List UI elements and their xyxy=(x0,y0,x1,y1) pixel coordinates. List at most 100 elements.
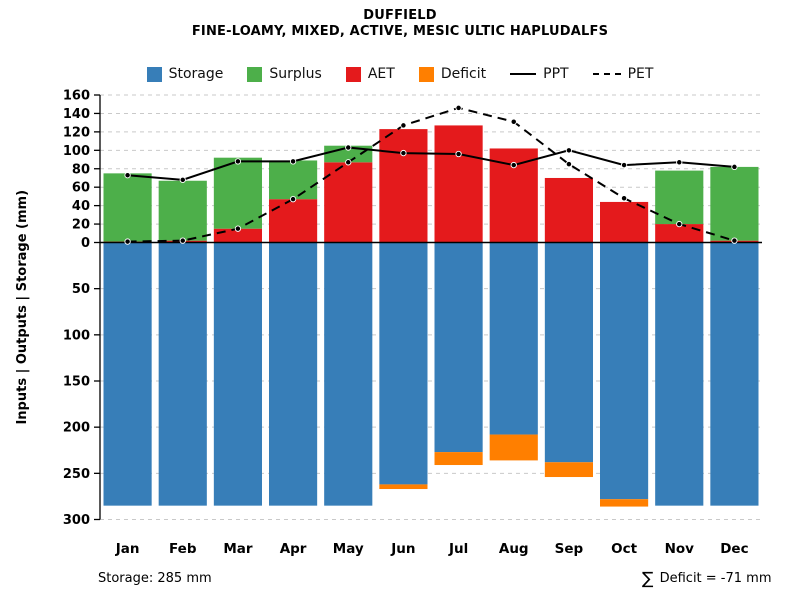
x-tick-label: Jan xyxy=(115,541,140,557)
y-tick-label: 160 xyxy=(63,89,90,104)
y-tick-label: 100 xyxy=(63,328,90,343)
x-tick-label: Aug xyxy=(499,541,529,557)
storage-bar xyxy=(379,242,428,485)
aet-bar xyxy=(544,177,593,243)
surplus-bar xyxy=(158,180,207,241)
ppt-line-point xyxy=(234,158,242,165)
ppt-line-point xyxy=(510,161,517,169)
pet-line-point xyxy=(455,104,462,112)
legend-item-deficit: Deficit xyxy=(418,66,487,82)
ppt-line-point xyxy=(455,150,462,158)
y-tick-label: 140 xyxy=(63,107,90,122)
y-tick-label: 200 xyxy=(63,421,90,436)
storage-bar xyxy=(655,242,704,506)
sigma-symbol: ∑ xyxy=(642,569,654,589)
aet-swatch-icon xyxy=(345,66,361,82)
chart-title: DUFFIELD xyxy=(363,8,437,23)
deficit-bar xyxy=(379,484,428,490)
x-tick-label: May xyxy=(333,541,364,557)
storage-bar xyxy=(324,242,373,506)
y-tick-label: 20 xyxy=(72,218,90,233)
surplus-swatch-icon xyxy=(247,66,263,82)
storage-bar xyxy=(489,242,538,435)
deficit-bar xyxy=(600,499,649,507)
aet-bar xyxy=(324,162,373,243)
y-tick-label: 60 xyxy=(72,181,90,196)
chart-legend: Storage Surplus AET Deficit PPT PET xyxy=(0,66,800,82)
legend-item-ppt: PPT xyxy=(510,66,569,82)
y-tick-label: 50 xyxy=(72,282,90,297)
storage-bar xyxy=(434,242,483,453)
y-tick-label: 300 xyxy=(63,513,90,528)
aet-bar xyxy=(434,125,483,243)
ppt-line-point xyxy=(565,147,573,154)
ppt-line-point xyxy=(124,172,131,179)
pet-line-point xyxy=(124,238,131,245)
deficit-swatch-icon xyxy=(418,66,434,82)
storage-bar xyxy=(710,242,759,506)
x-tick-label: Sep xyxy=(555,541,584,557)
x-tick-label: Nov xyxy=(665,541,695,557)
pet-line-point xyxy=(620,195,628,202)
storage-bar xyxy=(544,242,593,463)
pet-line-point xyxy=(510,118,517,125)
bars xyxy=(103,125,759,507)
storage-bar xyxy=(103,242,152,506)
y-axis-title: Inputs | Outputs | Storage (mm) xyxy=(15,190,30,425)
aet-bar xyxy=(655,224,704,243)
solid-line-icon xyxy=(510,73,537,75)
pet-line-point xyxy=(234,225,242,232)
pet-line-point xyxy=(345,159,352,166)
storage-swatch-icon xyxy=(146,66,162,82)
legend-label: PET xyxy=(627,66,654,82)
pet-line-point xyxy=(565,160,573,168)
deficit-sum-note: ∑ Deficit = -71 mm xyxy=(642,569,772,589)
ppt-line xyxy=(127,146,735,181)
pet-line-point xyxy=(731,237,738,244)
legend-item-storage: Storage xyxy=(146,66,224,82)
x-tick-label: Feb xyxy=(169,541,197,557)
y-tick-label: 250 xyxy=(63,467,90,482)
ppt-line-point xyxy=(179,176,186,183)
legend-item-surplus: Surplus xyxy=(247,66,322,82)
chart-subtitle: FINE-LOAMY, MIXED, ACTIVE, MESIC ULTIC H… xyxy=(191,24,609,39)
deficit-bar xyxy=(544,462,593,478)
surplus-bar xyxy=(103,173,152,242)
legend-label: AET xyxy=(367,66,395,82)
gridlines xyxy=(100,94,762,520)
x-tick-label: Dec xyxy=(720,541,748,557)
storage-bar xyxy=(269,242,318,506)
pet-line-point xyxy=(676,220,683,228)
pet-line-point xyxy=(289,196,297,203)
legend-item-aet: AET xyxy=(345,66,395,82)
surplus-bar xyxy=(269,160,318,200)
y-tick-label: 40 xyxy=(72,199,90,214)
ppt-line-point xyxy=(620,161,628,169)
ppt-line-point xyxy=(289,158,297,165)
y-tick-label: 120 xyxy=(63,125,90,140)
x-tick-label: Jun xyxy=(390,541,415,557)
aet-bar xyxy=(379,129,428,243)
legend-label: Surplus xyxy=(269,66,322,82)
legend-label: Storage xyxy=(168,66,224,82)
aet-bar xyxy=(269,199,318,243)
pet-line-point xyxy=(400,122,407,129)
x-tick-label: Apr xyxy=(280,541,307,557)
ppt-line-point xyxy=(676,159,683,166)
deficit-bar xyxy=(489,434,538,461)
y-tick-label: 150 xyxy=(63,375,90,390)
dashed-line-icon xyxy=(592,73,621,75)
storage-bar xyxy=(158,242,207,506)
x-tick-label: Mar xyxy=(223,541,253,557)
legend-label: Deficit xyxy=(440,66,487,82)
pet-line-point xyxy=(179,237,186,244)
x-tick-label: Oct xyxy=(611,541,637,557)
ppt-line-point xyxy=(345,144,352,151)
pet-line xyxy=(127,106,735,243)
aet-bar xyxy=(600,201,649,243)
deficit-bar xyxy=(434,452,483,466)
deficit-sum-text: Deficit = -71 mm xyxy=(655,571,772,586)
